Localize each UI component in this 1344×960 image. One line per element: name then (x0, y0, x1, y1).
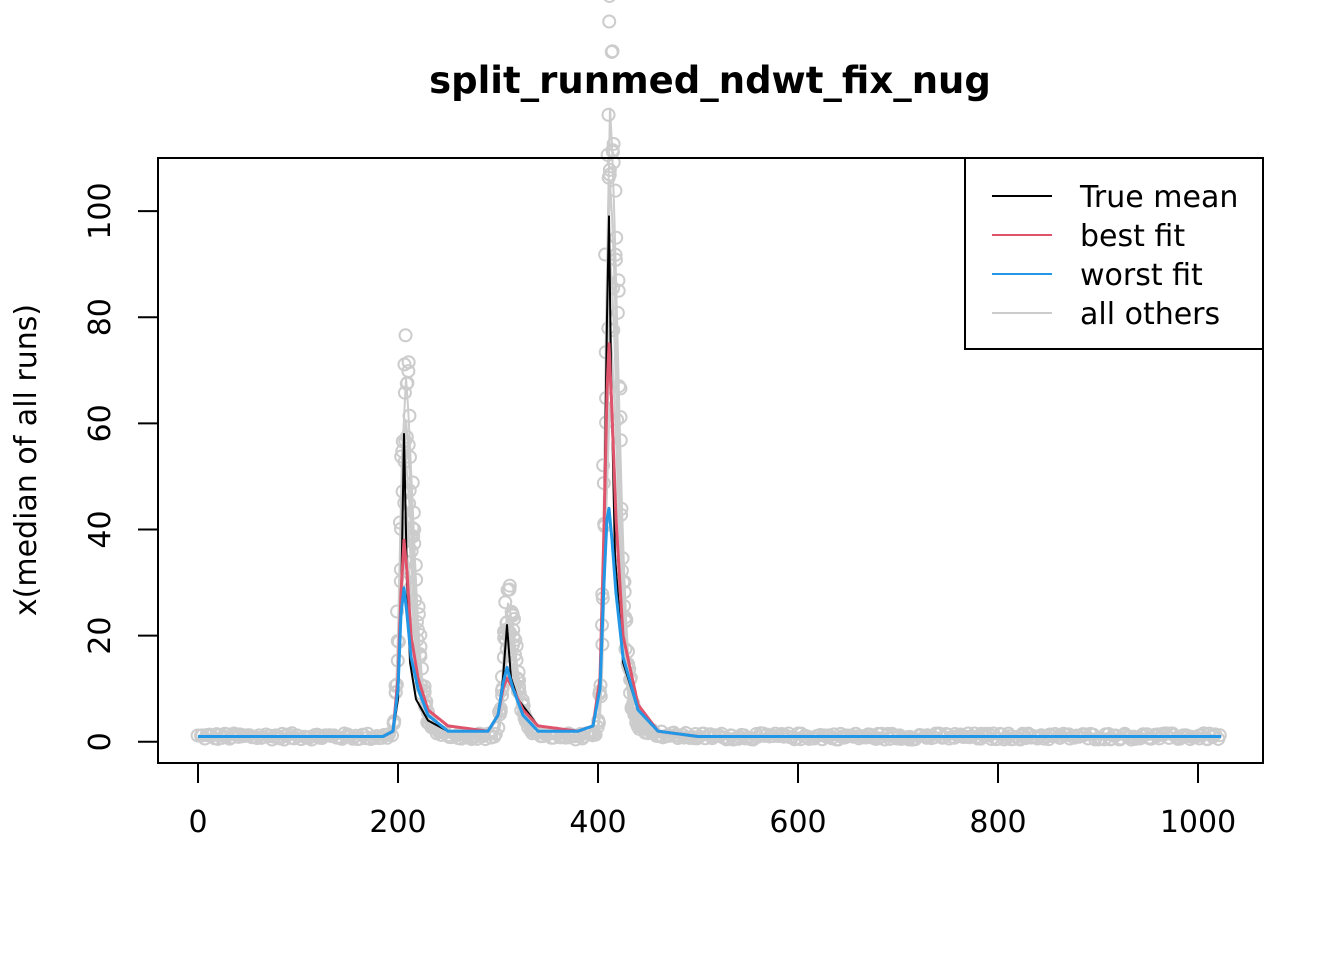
series-all-others-line (198, 403, 1220, 740)
data-point (603, 0, 616, 3)
legend-box (964, 157, 1264, 350)
data-point (601, 107, 616, 122)
x-tick-label: 0 (188, 805, 207, 840)
x-axis: 0 200 400 600 800 1000 (188, 762, 1236, 840)
x-tick-label: 200 (369, 805, 426, 840)
data-point (488, 726, 503, 741)
y-axis: 0 20 40 60 80 100 (83, 182, 159, 751)
y-tick-label: 60 (83, 404, 118, 442)
series-lines (198, 107, 1221, 740)
x-tick-label: 1000 (1160, 805, 1236, 840)
y-tick-label: 80 (83, 298, 118, 336)
x-tick-label: 400 (569, 805, 626, 840)
y-tick-label: 100 (83, 182, 118, 239)
data-point (596, 458, 611, 473)
data-point (390, 604, 405, 619)
y-axis-label: x(median of all runs) (9, 304, 44, 616)
chart-title: split_runmed_ndwt_fix_nug (429, 59, 991, 102)
y-tick-label: 0 (83, 732, 118, 751)
legend-label-all-others: all others (1080, 297, 1220, 332)
legend-label-worst-fit: worst fit (1080, 258, 1203, 293)
data-point (602, 14, 617, 29)
data-point (598, 247, 613, 262)
y-tick-label: 20 (83, 617, 118, 655)
x-tick-label: 600 (769, 805, 826, 840)
data-point (398, 328, 413, 343)
data-point (606, 136, 621, 151)
legend-label-true-mean: True mean (1079, 180, 1238, 215)
series-worst-fit-line (198, 506, 1221, 738)
series-best-fit-line (198, 342, 1221, 738)
data-point (401, 355, 416, 370)
legend-label-best-fit: best fit (1080, 219, 1185, 254)
scatter-points (190, 0, 1227, 747)
x-tick-label: 800 (969, 805, 1026, 840)
series-all-others-line (198, 329, 1220, 740)
data-point (502, 578, 517, 593)
y-tick-label: 40 (83, 510, 118, 548)
legend: True mean best fit worst fit all others (964, 157, 1264, 350)
data-point (604, 44, 619, 59)
